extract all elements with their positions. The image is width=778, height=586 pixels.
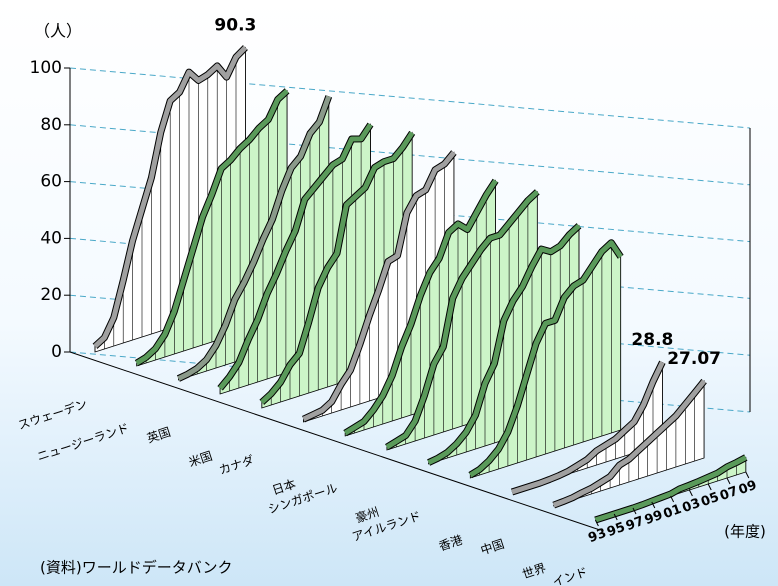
y-tick-label: 20 — [40, 285, 62, 305]
y-tick-label: 100 — [30, 58, 62, 78]
ribbon-top-fill — [594, 455, 747, 523]
x-tick — [707, 483, 712, 491]
ribbon-top-fill — [468, 240, 623, 478]
y-tick-label: 40 — [40, 228, 62, 248]
x-tick-label: 05 — [699, 490, 721, 510]
value-label: 28.8 — [631, 330, 673, 350]
ribbon-top-fill — [427, 223, 581, 465]
series-label: 豪州 — [353, 504, 380, 526]
ribbon-top-fill — [260, 131, 415, 405]
source: (資料)ワールドデータバンク — [40, 559, 232, 577]
x-tick — [726, 477, 731, 485]
value-label: 90.3 — [214, 16, 256, 36]
x-tick — [632, 507, 637, 515]
y-tick-label: 60 — [40, 172, 62, 192]
x-unit: (年度) — [724, 523, 766, 541]
x-tick — [613, 513, 618, 521]
series-label: 中国 — [479, 536, 506, 558]
x-tick — [670, 495, 675, 503]
y-tick-label: 80 — [40, 115, 62, 135]
x-tick — [651, 501, 656, 509]
x-tick-label: 93 — [586, 526, 608, 546]
x-tick — [745, 471, 750, 479]
ribbon-top-fill — [218, 123, 373, 390]
x-tick-label: 07 — [718, 484, 740, 504]
x-tick-label: 09 — [737, 478, 759, 498]
ribbon-top-fill — [385, 190, 539, 450]
ribbon-top-fill — [135, 88, 289, 366]
ribbon-top-fill — [177, 95, 332, 381]
ribbon-top-fill — [511, 361, 665, 495]
ribbon-top-fill — [343, 179, 498, 436]
ribbon-top-fill — [302, 150, 456, 422]
ribbon-top-fill — [93, 45, 248, 349]
y-tick-label: 0 — [51, 342, 62, 362]
x-tick-label: 01 — [662, 502, 684, 522]
x-tick-label: 03 — [680, 496, 702, 516]
x-tick-label: 99 — [643, 508, 665, 528]
x-tick — [688, 489, 693, 497]
x-tick-label: 97 — [624, 514, 646, 534]
value-label: 27.07 — [667, 349, 721, 369]
x-tick-label: 95 — [605, 520, 627, 540]
ribbon-top-fill — [552, 379, 707, 508]
y-unit: （人） — [34, 22, 82, 41]
x-tick — [594, 519, 599, 527]
floor-edge — [69, 351, 601, 531]
